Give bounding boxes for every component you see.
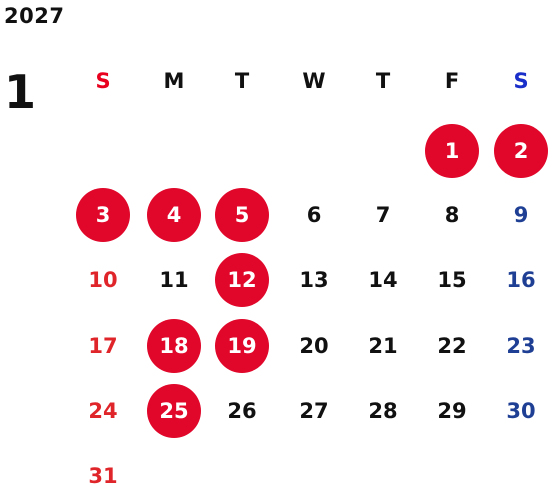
day-cell[interactable]: 6 [306,202,322,227]
holiday-day-cell[interactable]: 5 [215,188,269,242]
day-cell[interactable]: 16 [506,267,536,292]
day-cell[interactable]: 28 [368,398,398,423]
holiday-day-cell[interactable]: 3 [76,188,130,242]
day-cell[interactable]: 22 [437,333,467,358]
year-label: 2027 [4,4,65,28]
holiday-day-cell[interactable]: 2 [494,124,548,178]
day-cell[interactable]: 30 [506,398,536,423]
day-cell[interactable]: 7 [375,202,391,227]
day-cell[interactable]: 15 [437,267,467,292]
holiday-day-cell[interactable]: 19 [215,319,269,373]
day-cell[interactable]: 23 [506,333,536,358]
weekday-header: W [302,68,326,93]
day-cell[interactable]: 31 [88,463,118,488]
day-cell[interactable]: 17 [88,333,118,358]
holiday-day-cell[interactable]: 18 [147,319,201,373]
weekday-header: S [95,68,111,93]
day-cell[interactable]: 21 [368,333,398,358]
holiday-day-cell[interactable]: 1 [425,124,479,178]
day-cell[interactable]: 8 [444,202,460,227]
holiday-day-cell[interactable]: 12 [215,253,269,307]
day-cell[interactable]: 9 [513,202,529,227]
month-number: 1 [4,65,37,119]
day-cell[interactable]: 14 [368,267,398,292]
weekday-header: T [375,68,391,93]
day-cell[interactable]: 13 [299,267,329,292]
weekday-header: S [513,68,529,93]
day-cell[interactable]: 24 [88,398,118,423]
day-cell[interactable]: 11 [159,267,189,292]
day-cell[interactable]: 27 [299,398,329,423]
day-cell[interactable]: 10 [88,267,118,292]
weekday-header: T [234,68,250,93]
weekday-header: F [444,68,460,93]
weekday-header: M [163,68,185,93]
day-cell[interactable]: 20 [299,333,329,358]
holiday-day-cell[interactable]: 4 [147,188,201,242]
holiday-day-cell[interactable]: 25 [147,384,201,438]
day-cell[interactable]: 26 [227,398,257,423]
day-cell[interactable]: 29 [437,398,467,423]
